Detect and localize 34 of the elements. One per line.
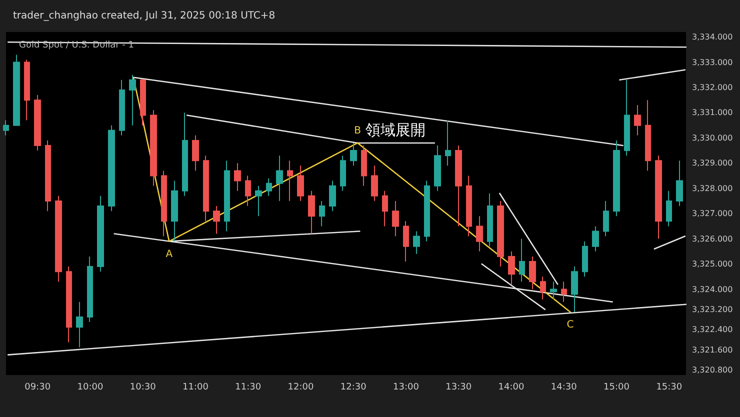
x-tick-label: 15:30 [656,382,682,392]
x-tick-label: 13:30 [446,382,472,392]
text: trader_changhao created, Jul 31, 2025 00:18 UTC+8 [13,10,276,22]
x-tick-label: 12:30 [340,382,367,392]
y-tick-label: 3,334.000 [692,32,733,42]
y-tick-label: 3,327.000 [692,209,733,218]
annotation: 領域展開 [365,120,426,139]
y-tick-label: 3,324.000 [692,284,733,294]
x-tick-label: 10:00 [77,382,104,392]
y-tick-label: 3,325.000 [692,260,733,269]
y-tick-label: 3,323.200 [692,304,733,314]
x-tick-label: 10:30 [130,382,156,392]
y-tick-label: 3,320.800 [692,365,733,374]
annotation: B [354,125,362,136]
y-tick-label: 3,333.000 [692,58,733,67]
x-tick-label: 09:30 [24,382,51,392]
y-tick-label: 3,321.600 [692,345,733,354]
y-tick-label: 3,326.000 [692,234,733,244]
x-tick-label: 14:00 [498,382,525,392]
x-tick-label: 15:00 [604,382,630,392]
annotation: C [566,319,574,330]
text: Gold Spot / U.S. Dollar - 1 [19,40,134,50]
y-tick-label: 3,328.000 [692,184,733,193]
x-tick-label: 11:00 [182,382,209,392]
annotation: A [166,248,173,260]
x-tick-label: 12:00 [288,382,314,392]
y-tick-label: 3,332.000 [692,82,733,92]
x-tick-label: 14:30 [550,382,578,392]
y-tick-label: 3,329.000 [692,158,733,168]
x-tick-label: 13:00 [393,382,420,392]
x-tick-label: 11:30 [235,382,262,392]
y-tick-label: 3,322.400 [692,325,733,334]
y-tick-label: 3,330.000 [692,133,733,142]
y-tick-label: 3,331.000 [692,108,733,118]
